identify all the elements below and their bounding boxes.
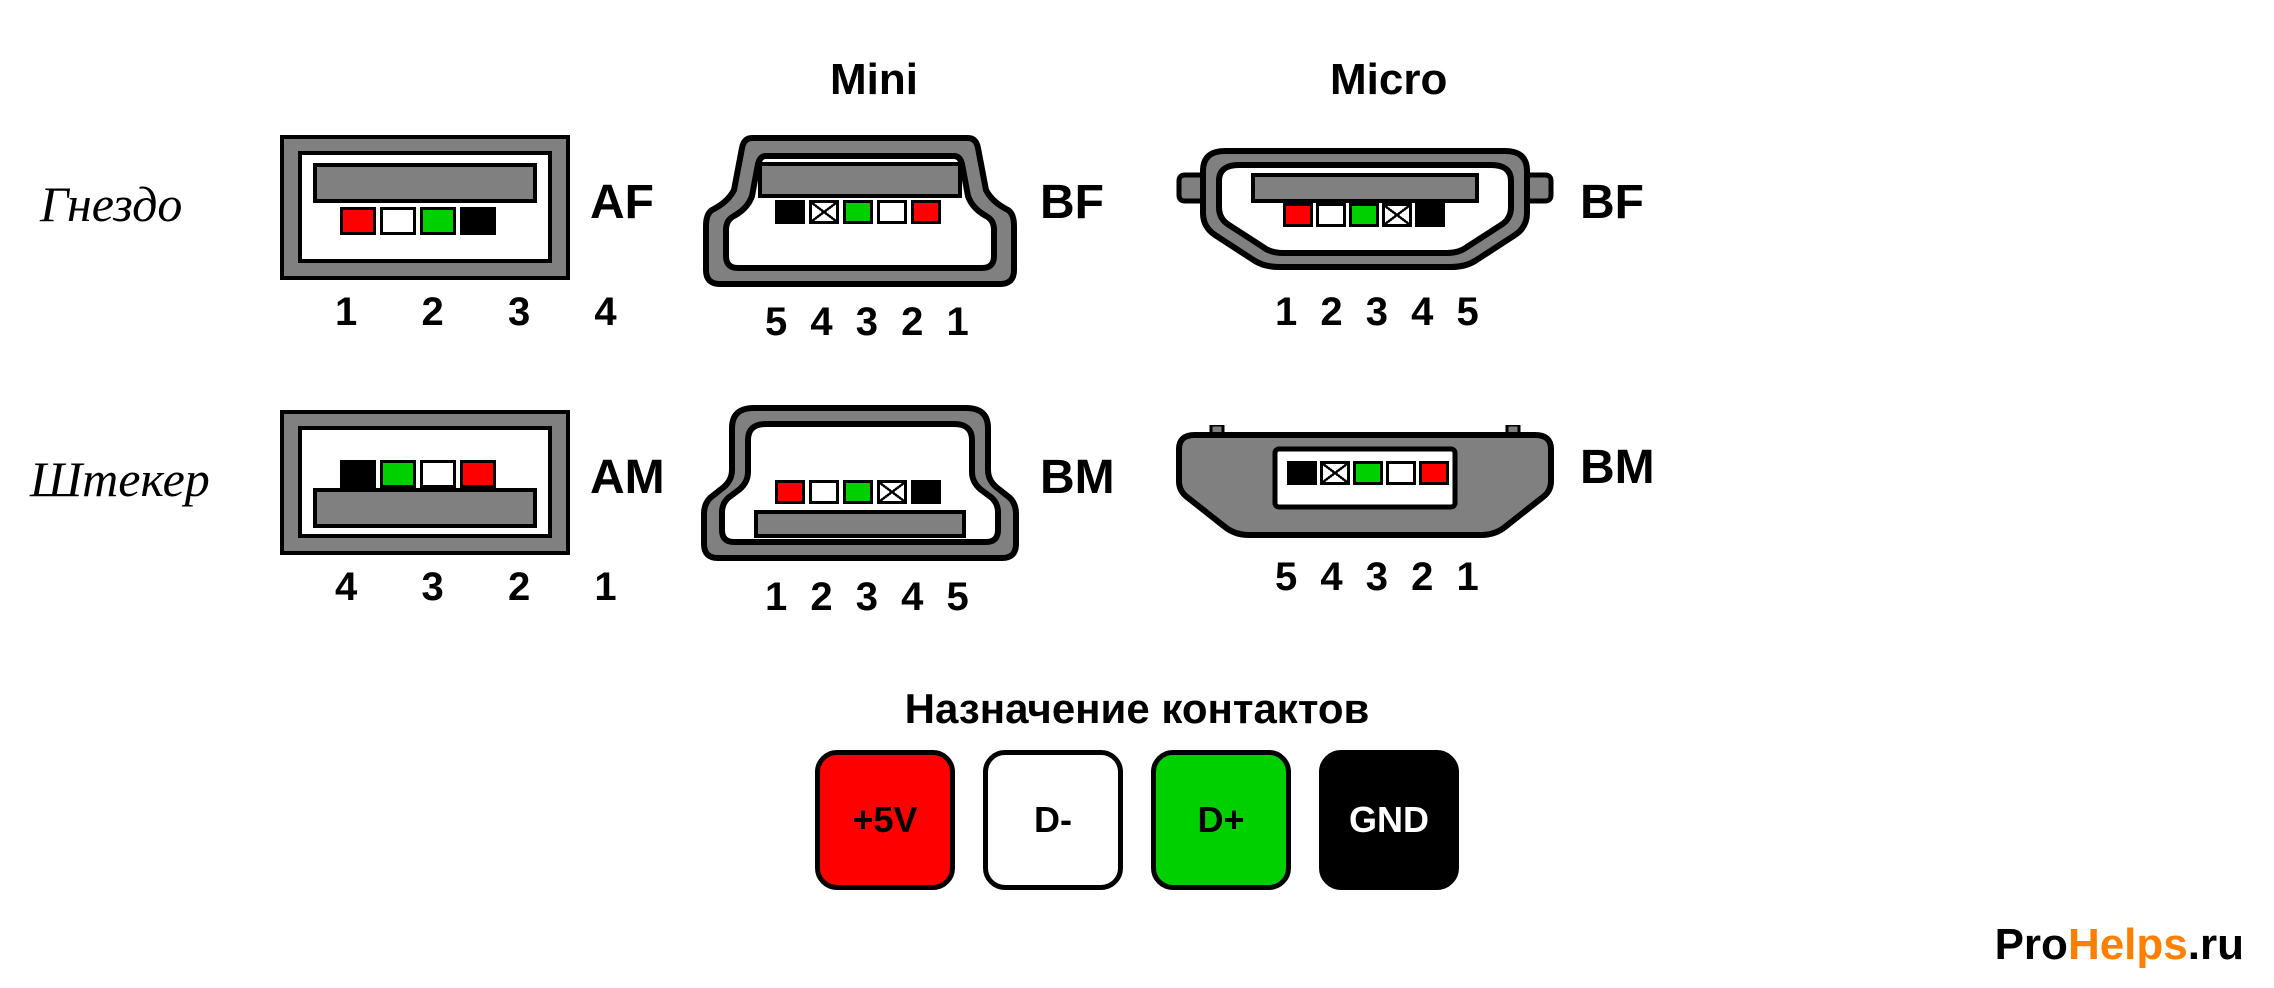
watermark-post: .ru xyxy=(2188,920,2244,969)
pin-af-4 xyxy=(460,207,496,235)
pin-micro-bf-1 xyxy=(1283,203,1313,227)
pin-micro-bf-5 xyxy=(1415,203,1445,227)
legend-vbus: +5V xyxy=(815,750,955,890)
pin-am-2 xyxy=(420,460,456,488)
pins-text-micro-bf: 1 2 3 4 5 xyxy=(1275,290,1485,335)
label-micro-bf: BF xyxy=(1580,175,1644,230)
pin-micro-bm-1 xyxy=(1419,461,1449,485)
pins-text-af: 1 2 3 4 xyxy=(335,290,631,335)
pin-af-1 xyxy=(340,207,376,235)
pin-am-3 xyxy=(380,460,416,488)
watermark-pre: Pro xyxy=(1995,920,2068,969)
pin-mini-bm-4 xyxy=(877,480,907,504)
col-header-micro: Micro xyxy=(1330,55,1447,105)
pin-micro-bf-4 xyxy=(1382,203,1412,227)
pins-text-micro-bm: 5 4 3 2 1 xyxy=(1275,555,1485,600)
pin-mini-bm-2 xyxy=(809,480,839,504)
pin-row-am xyxy=(340,460,496,488)
watermark: ProHelps.ru xyxy=(1995,920,2244,970)
pin-micro-bm-5 xyxy=(1287,461,1317,485)
pin-row-micro-bm xyxy=(1287,461,1449,485)
connector-micro-bm xyxy=(1175,425,1555,540)
pin-row-micro-bf xyxy=(1283,203,1445,227)
label-micro-bm: BM xyxy=(1580,440,1655,495)
row-label-plug: Штекер xyxy=(30,450,210,508)
pin-micro-bm-2 xyxy=(1386,461,1416,485)
connector-am xyxy=(280,410,570,555)
pins-text-mini-bm: 1 2 3 4 5 xyxy=(765,575,975,620)
legend-dplus: D+ xyxy=(1151,750,1291,890)
pin-mini-bf-1 xyxy=(911,200,941,224)
pin-row-mini-bf xyxy=(775,200,941,224)
pin-af-2 xyxy=(380,207,416,235)
connector-af xyxy=(280,135,570,280)
legend-row: +5V D- D+ GND xyxy=(815,750,1459,890)
pins-text-am: 4 3 2 1 xyxy=(335,565,631,610)
pin-mini-bf-4 xyxy=(809,200,839,224)
pin-mini-bf-3 xyxy=(843,200,873,224)
legend-gnd: GND xyxy=(1319,750,1459,890)
pin-row-mini-bm xyxy=(775,480,941,504)
row-label-socket: Гнездо xyxy=(40,175,182,233)
watermark-highlight: Helps xyxy=(2068,920,2188,969)
pin-micro-bm-4 xyxy=(1320,461,1350,485)
pin-af-3 xyxy=(420,207,456,235)
connector-micro-bf xyxy=(1175,145,1555,275)
pin-mini-bm-3 xyxy=(843,480,873,504)
connector-mini-bm xyxy=(700,400,1020,565)
pin-micro-bf-2 xyxy=(1316,203,1346,227)
pin-am-1 xyxy=(460,460,496,488)
pin-mini-bf-2 xyxy=(877,200,907,224)
col-header-mini: Mini xyxy=(830,55,918,105)
pin-micro-bf-3 xyxy=(1349,203,1379,227)
pin-mini-bm-1 xyxy=(775,480,805,504)
label-af: AF xyxy=(590,175,654,230)
pin-micro-bm-3 xyxy=(1353,461,1383,485)
legend-title: Назначение контактов xyxy=(0,685,2274,733)
pins-text-mini-bf: 5 4 3 2 1 xyxy=(765,300,975,345)
pin-am-4 xyxy=(340,460,376,488)
label-mini-bf: BF xyxy=(1040,175,1104,230)
pin-mini-bm-5 xyxy=(911,480,941,504)
pin-row-af xyxy=(340,207,496,235)
label-mini-bm: BM xyxy=(1040,450,1115,505)
legend-dminus: D- xyxy=(983,750,1123,890)
pin-mini-bf-5 xyxy=(775,200,805,224)
label-am: AM xyxy=(590,450,665,505)
connector-mini-bf xyxy=(700,130,1020,290)
